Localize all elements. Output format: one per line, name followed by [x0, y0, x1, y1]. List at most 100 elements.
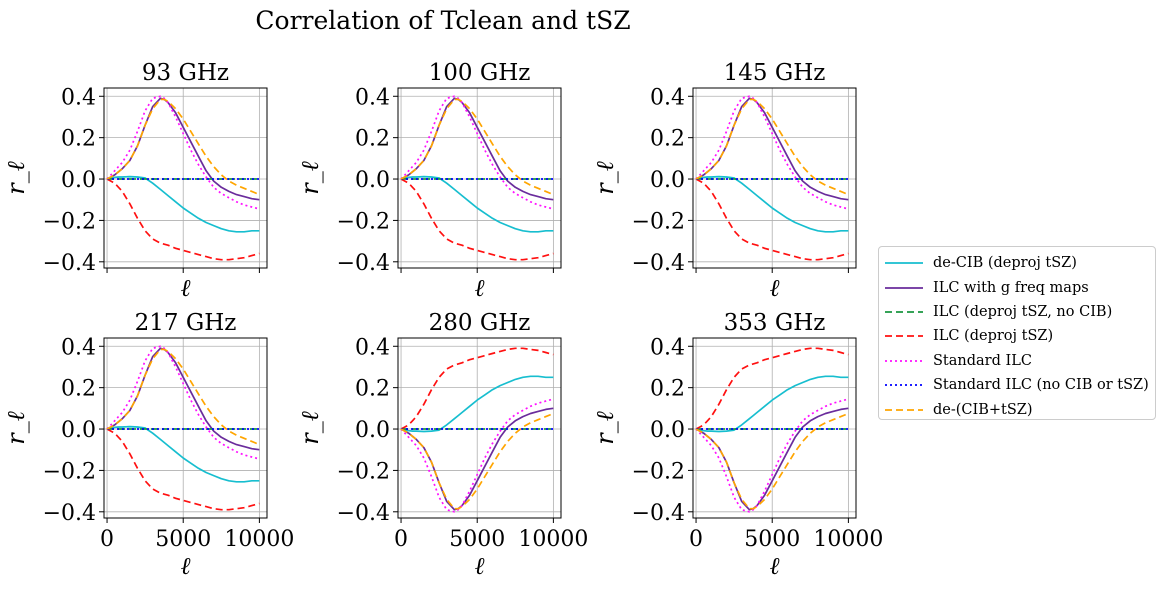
x-axis-label: ℓ — [181, 274, 191, 302]
series-line-4 — [106, 345, 260, 460]
y-tick-label: 0.0 — [650, 168, 685, 193]
subplot-title: 280 GHz — [429, 310, 531, 336]
y-axis-label: r_ℓ — [296, 411, 324, 444]
legend-item: Standard ILC — [879, 349, 1155, 373]
subplot-100-ghz: 100 GHz 0.4 0.2 0.0 −0.2 −0.4 ℓ r_ℓ — [296, 60, 562, 302]
x-tick-label: 10000 — [224, 527, 294, 552]
y-tick-label: 0.0 — [355, 168, 390, 193]
legend-label: ILC (deproj tSZ, no CIB) — [933, 303, 1113, 320]
axes-frame — [692, 87, 857, 269]
y-axis-label: r_ℓ — [296, 161, 324, 194]
series-line-6 — [695, 98, 849, 196]
subplot-280-ghz: 280 GHz 0.4 0.2 0.0 −0.2 −0.40 5000 10000 ℓ r_ℓ — [296, 310, 588, 580]
x-axis-label: ℓ — [475, 552, 485, 580]
series-line-6 — [695, 412, 849, 510]
series-line-3 — [400, 347, 554, 430]
figure-title: Correlation of Tclean and tSZ — [255, 6, 630, 35]
legend-item: de-(CIB+tSZ) — [879, 397, 1155, 421]
y-tick-label: −0.4 — [632, 251, 685, 276]
subplot-title: 100 GHz — [429, 60, 531, 86]
axes-frame — [397, 87, 562, 269]
y-tick-label: −0.2 — [632, 459, 685, 484]
y-tick-label: −0.4 — [43, 501, 96, 526]
series-line-3 — [106, 178, 260, 261]
x-tick-label: 0 — [394, 527, 408, 552]
y-tick-label: 0.4 — [355, 335, 390, 360]
legend: de-CIB (deproj tSZ) ILC with g freq maps… — [878, 246, 1156, 420]
y-axis-label: r_ℓ — [591, 161, 619, 194]
legend-label: Standard ILC — [933, 352, 1032, 369]
x-axis-label: ℓ — [770, 274, 780, 302]
series-line-0 — [695, 175, 849, 233]
y-tick-label: 0.2 — [355, 127, 390, 152]
y-tick-label: 0.4 — [61, 85, 96, 110]
series-line-6 — [400, 98, 554, 196]
legend-label: de-CIB (deproj tSZ) — [933, 255, 1077, 272]
legend-swatch — [885, 359, 923, 362]
series-line-6 — [106, 98, 260, 196]
subplot-353-ghz: 353 GHz 0.4 0.2 0.0 −0.2 −0.40 5000 10000 ℓ r_ℓ — [591, 310, 883, 580]
y-tick-label: 0.0 — [61, 418, 96, 443]
subplot-title: 93 GHz — [142, 60, 229, 86]
y-tick-label: −0.4 — [43, 251, 96, 276]
series-line-0 — [695, 375, 849, 433]
x-tick-label: 10000 — [813, 527, 883, 552]
legend-swatch — [885, 335, 923, 338]
subplot-title: 145 GHz — [724, 60, 826, 86]
subplot-93-ghz: 93 GHz 0.4 0.2 0.0 −0.2 −0.4 ℓ r_ℓ — [2, 60, 268, 302]
y-tick-label: 0.2 — [650, 127, 685, 152]
y-tick-label: −0.2 — [632, 209, 685, 234]
y-tick-label: −0.2 — [43, 209, 96, 234]
y-tick-label: −0.2 — [43, 459, 96, 484]
series-line-6 — [106, 348, 260, 446]
axes-frame — [103, 87, 268, 269]
subplot-217-ghz: 217 GHz 0.4 0.2 0.0 −0.2 −0.40 5000 10000 ℓ r_ℓ — [2, 310, 294, 580]
y-tick-label: 0.4 — [61, 335, 96, 360]
legend-label: de-(CIB+tSZ) — [933, 401, 1033, 418]
x-tick-label: 10000 — [518, 527, 588, 552]
y-tick-label: −0.4 — [337, 501, 390, 526]
legend-item: Standard ILC (no CIB or tSZ) — [879, 373, 1155, 397]
y-tick-label: 0.0 — [61, 168, 96, 193]
series-line-4 — [400, 398, 554, 513]
y-tick-label: 0.0 — [650, 418, 685, 443]
series-line-0 — [400, 175, 554, 233]
y-tick-label: 0.2 — [61, 377, 96, 402]
series-line-0 — [106, 175, 260, 233]
axes-frame — [397, 337, 562, 519]
series-line-3 — [695, 178, 849, 261]
series-line-6 — [400, 412, 554, 510]
legend-label: ILC (deproj tSZ) — [933, 328, 1054, 345]
subplot-title: 217 GHz — [135, 310, 237, 336]
series-line-4 — [695, 398, 849, 513]
series-line-3 — [400, 178, 554, 261]
x-axis-label: ℓ — [475, 274, 485, 302]
legend-label: Standard ILC (no CIB or tSZ) — [933, 377, 1149, 394]
subplot-145-ghz: 145 GHz 0.4 0.2 0.0 −0.2 −0.4 ℓ r_ℓ — [591, 60, 857, 302]
x-tick-label: 0 — [100, 527, 114, 552]
series-line-3 — [106, 428, 260, 511]
y-tick-label: −0.4 — [337, 251, 390, 276]
legend-swatch — [885, 262, 923, 265]
y-tick-label: 0.2 — [61, 127, 96, 152]
series-line-4 — [695, 95, 849, 210]
series-line-3 — [695, 347, 849, 430]
y-tick-label: 0.4 — [650, 335, 685, 360]
x-axis-label: ℓ — [770, 552, 780, 580]
x-tick-label: 5000 — [744, 527, 800, 552]
legend-item: de-CIB (deproj tSZ) — [879, 251, 1155, 275]
x-tick-label: 5000 — [449, 527, 505, 552]
y-axis-label: r_ℓ — [2, 411, 30, 444]
axes-frame — [692, 337, 857, 519]
y-axis-label: r_ℓ — [2, 161, 30, 194]
x-axis-label: ℓ — [181, 552, 191, 580]
y-tick-label: 0.2 — [355, 377, 390, 402]
legend-swatch — [885, 311, 923, 313]
legend-item: ILC with g freq maps — [879, 275, 1155, 299]
y-tick-label: −0.2 — [337, 209, 390, 234]
y-tick-label: 0.0 — [355, 418, 390, 443]
legend-label: ILC with g freq maps — [933, 279, 1089, 296]
series-line-4 — [106, 95, 260, 210]
y-tick-label: −0.2 — [337, 459, 390, 484]
